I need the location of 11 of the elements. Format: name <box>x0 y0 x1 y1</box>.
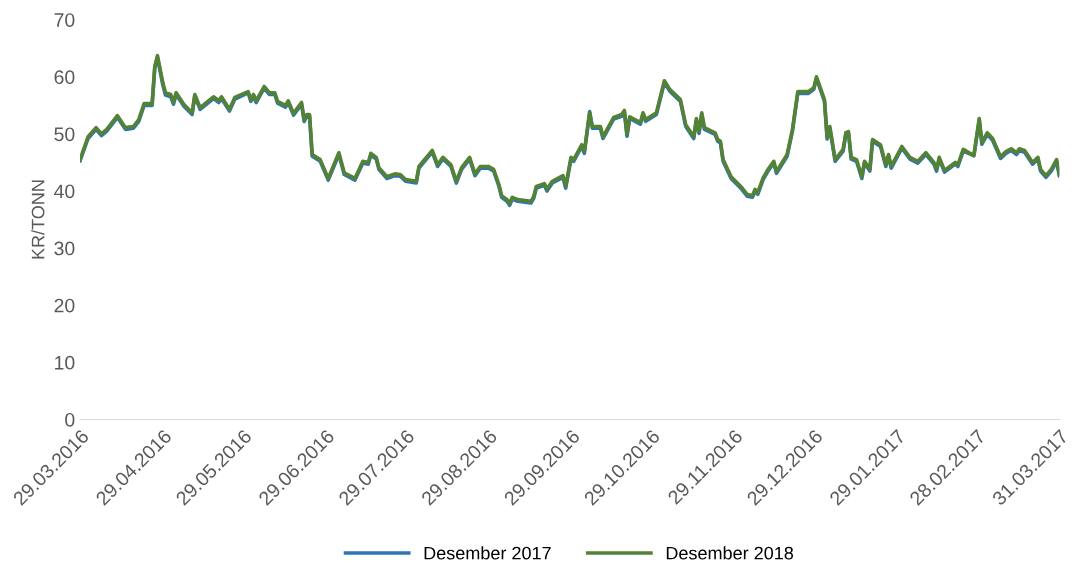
y-tick-label: 70 <box>54 13 75 27</box>
legend-label: Desember 2018 <box>666 546 794 560</box>
y-tick-label: 10 <box>55 355 75 370</box>
y-tick-label: 40 <box>54 184 75 199</box>
y-axis-title: KR/TONN <box>31 180 45 259</box>
y-tick-label: 0 <box>65 412 75 427</box>
y-tick-label: 20 <box>54 298 75 313</box>
y-tick-label: 60 <box>54 70 75 85</box>
legend-label: Desember 2017 <box>424 546 551 560</box>
y-tick-label: 50 <box>54 127 75 142</box>
y-tick-label: 30 <box>54 241 75 256</box>
